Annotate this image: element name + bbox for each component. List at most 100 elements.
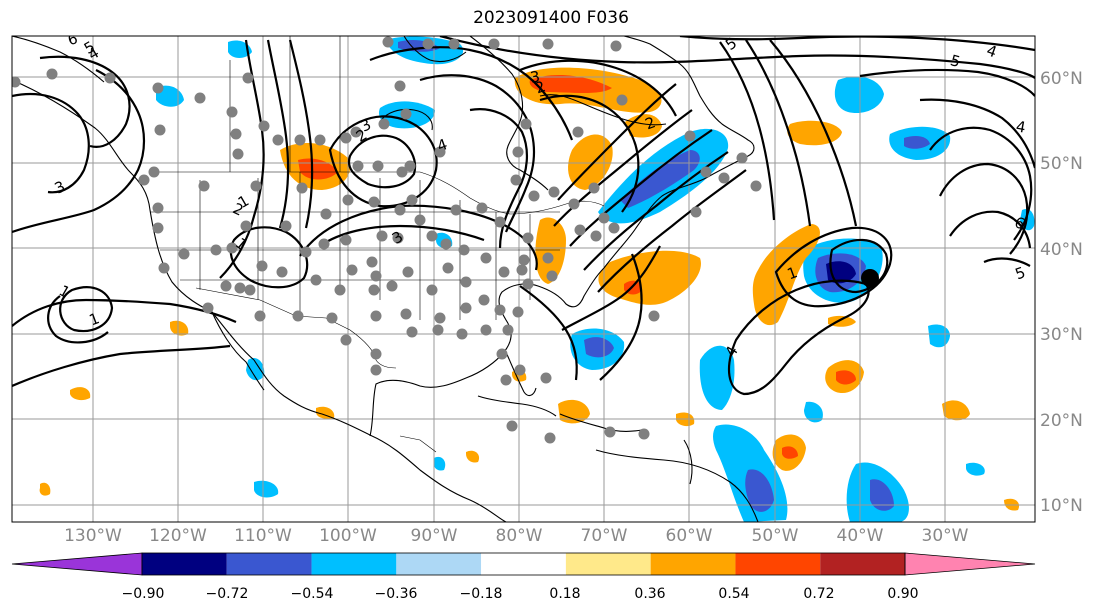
station-marker (292, 310, 304, 322)
station-marker (340, 234, 352, 246)
station-marker (494, 304, 506, 316)
station-marker (432, 324, 444, 336)
station-marker (460, 302, 472, 314)
station-marker (496, 348, 508, 360)
station-marker (256, 260, 268, 272)
station-marker (480, 324, 492, 336)
colorbar-segment (650, 553, 736, 575)
station-marker (718, 172, 730, 184)
colorbar-segment (735, 553, 821, 575)
station-marker (226, 106, 238, 118)
map-title: 2023091400 F036 (473, 8, 629, 28)
station-marker (310, 274, 322, 286)
station-marker (296, 182, 308, 194)
station-marker (406, 326, 418, 338)
station-marker (314, 134, 326, 146)
station-marker (588, 182, 600, 194)
station-marker (392, 232, 404, 244)
contours (12, 36, 1035, 396)
lat-label-30: 30°N (1040, 325, 1083, 345)
station-marker (210, 244, 222, 256)
station-marker (516, 264, 528, 276)
station-marker (152, 82, 164, 94)
colorbar-tick-label: 0.72 (803, 586, 834, 602)
lon-label-50w: 50°W (752, 526, 799, 546)
station-marker (202, 302, 214, 314)
station-marker (456, 328, 468, 340)
station-marker (376, 230, 388, 242)
station-marker (512, 146, 524, 158)
station-marker (590, 230, 602, 242)
latitude-labels: 60°N 50°N 40°N 30°N 20°N 10°N (1040, 69, 1083, 516)
station-marker (402, 266, 414, 278)
station-marker (254, 310, 266, 322)
station-marker (544, 432, 556, 444)
station-marker (346, 264, 358, 276)
station-marker (608, 222, 620, 234)
station-marker (434, 146, 446, 158)
station-marker (198, 180, 210, 192)
station-marker (372, 160, 384, 172)
station-marker (400, 308, 412, 320)
station-marker (152, 222, 164, 234)
station-marker (280, 220, 292, 232)
station-marker (230, 128, 242, 140)
lat-label-60: 60°N (1040, 69, 1083, 89)
lon-label-80w: 80°W (496, 526, 543, 546)
longitude-labels: 130°W 120°W 110°W 100°W 90°W 80°W 70°W 6… (64, 526, 969, 546)
station-marker (12, 76, 21, 88)
station-marker (234, 282, 246, 294)
station-marker (370, 348, 382, 360)
station-marker (366, 256, 378, 268)
lon-label-90w: 90°W (411, 526, 458, 546)
colorbar-tick-label: −0.18 (460, 586, 503, 602)
station-marker (152, 202, 164, 214)
colorbar-segment (820, 553, 905, 575)
station-marker (340, 132, 352, 144)
station-marker (512, 306, 524, 318)
station-marker (528, 190, 540, 202)
lon-label-120w: 120°W (149, 526, 207, 546)
station-marker (574, 224, 586, 236)
station-marker (396, 166, 408, 178)
station-marker (648, 310, 660, 322)
station-marker (194, 92, 206, 104)
lon-label-110w: 110°W (234, 526, 292, 546)
station-marker (514, 364, 526, 376)
station-marker (178, 248, 190, 260)
station-marker (378, 118, 390, 130)
station-marker (434, 312, 446, 324)
colorbar (11, 552, 1036, 576)
colorbar-tick-labels: −0.90 −0.72 −0.54 −0.36 −0.18 0.18 0.36 … (122, 586, 919, 602)
station-marker (568, 198, 580, 210)
station-marker (572, 126, 584, 138)
station-marker (700, 166, 712, 178)
station-marker (294, 134, 306, 146)
lat-label-50: 50°N (1040, 154, 1083, 174)
station-marker (368, 284, 380, 296)
station-marker (616, 94, 628, 106)
station-marker (104, 72, 116, 84)
colorbar-extend-low (11, 552, 143, 576)
lon-label-30w: 30°W (922, 526, 969, 546)
station-marker (540, 372, 552, 384)
station-marker (440, 238, 452, 250)
contour-label: 6 (66, 29, 80, 49)
colorbar-tick-label: −0.54 (291, 586, 334, 602)
station-marker (478, 294, 490, 306)
station-marker (442, 262, 454, 274)
station-marker (300, 246, 312, 258)
lat-label-10: 10°N (1040, 496, 1083, 516)
station-marker (226, 242, 238, 254)
lon-label-60w: 60°W (666, 526, 713, 546)
lon-label-100w: 100°W (319, 526, 377, 546)
station-marker (394, 80, 406, 92)
station-marker (542, 38, 554, 50)
station-marker (460, 276, 472, 288)
station-marker (548, 186, 560, 198)
station-marker (506, 420, 518, 432)
station-marker (450, 204, 462, 216)
station-marker (342, 194, 354, 206)
map-frame (11, 35, 1036, 523)
station-marker (370, 364, 382, 376)
